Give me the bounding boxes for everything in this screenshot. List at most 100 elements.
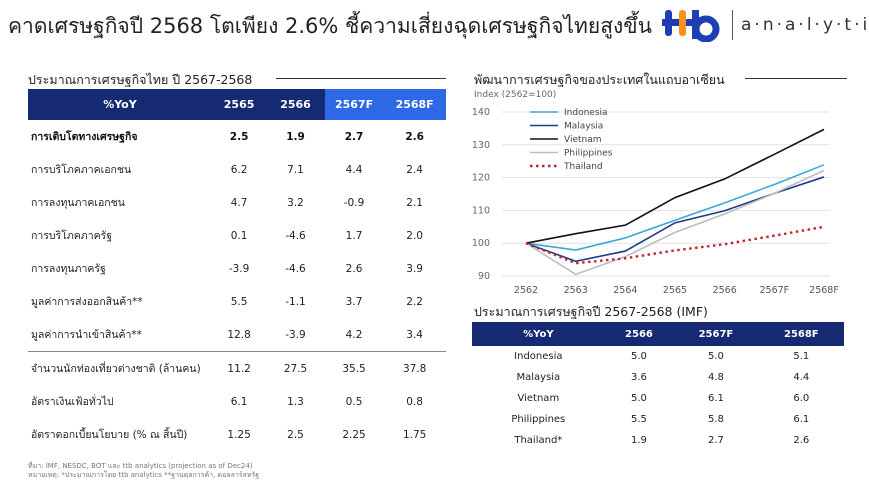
logo-text: a·n·a·l·y·t·i·c·s <box>741 15 869 35</box>
table-row: อัตราเงินเฟ้อทั่วไป 6.1 1.3 0.5 0.8 <box>28 385 446 418</box>
legend-label: Indonesia <box>564 108 608 118</box>
legend-label: Malaysia <box>564 122 603 132</box>
row-value: 6.1 <box>230 395 248 408</box>
row-value: 2.0 <box>406 229 423 242</box>
row-value: 37.8 <box>383 351 446 385</box>
imf-header-2567f: 2567F <box>673 322 759 346</box>
row-label: จำนวนนักท่องเที่ยวต่างชาติ (ล้านคน) <box>28 351 212 385</box>
table-row: อัตราดอกเบี้ยนโยบาย (% ณ สิ้นปี) 1.25 2.5 2… <box>28 418 446 451</box>
footnote-source: ที่มา: IMF, NESDC, BOT และ ttb analytics… <box>28 462 253 470</box>
imf-header-2566: 2566 <box>604 322 674 346</box>
y-tick-label: 110 <box>472 205 490 216</box>
row-label: มูลค่าการส่งออกสินค้า** <box>31 296 143 308</box>
table-row: การลงทุนภาคเอกชน 4.7 3.2 -0.9 2.1 <box>28 186 446 219</box>
y-tick-label: 120 <box>472 173 490 184</box>
table-header-row: %YoY 2565 2566 2567F 2568F <box>28 89 446 120</box>
row-label: การบริโภคภาคเอกชน <box>31 164 132 176</box>
legend-label: Philippines <box>564 149 613 159</box>
row-label: การลงทุนภาคเอกชน <box>31 197 125 209</box>
table-row: มูลค่าการส่งออกสินค้า** 5.5 -1.1 3.7 2.2 <box>28 285 446 318</box>
imf-row-label: Thailand* <box>514 435 563 446</box>
imf-row: Thailand* 1.9 2.7 2.6 <box>472 430 844 451</box>
row-value: 1.7 <box>345 229 363 242</box>
imf-row-value: 5.8 <box>707 414 724 425</box>
series-line-vietnam <box>525 128 825 244</box>
row-value: 5.5 <box>230 295 248 308</box>
row-value: 0.1 <box>230 229 248 242</box>
row-value: 2.7 <box>344 130 364 143</box>
row-value: 4.2 <box>345 328 363 341</box>
row-value: 2.5 <box>287 428 304 441</box>
table-row: มูลค่าการนำเข้าสินค้า** 12.8 -3.9 4.2 3.4 <box>28 318 446 352</box>
row-value: 2.25 <box>342 428 366 441</box>
row-label: การเติบโตทางเศรษฐกิจ <box>31 131 138 143</box>
row-value: 12.8 <box>227 328 251 341</box>
row-value: 27.5 <box>266 351 325 385</box>
header-yoy: %YoY <box>28 89 212 120</box>
title-underline <box>276 78 446 79</box>
row-value: 11.2 <box>211 351 267 385</box>
imf-row: Philippines 5.5 5.8 6.1 <box>472 409 844 430</box>
row-value: 6.2 <box>230 163 248 176</box>
x-tick-label: 2565 <box>663 285 687 296</box>
imf-row-value: 5.1 <box>793 351 810 362</box>
x-tick-label: 2568F <box>809 285 839 296</box>
thai-forecast-title: ประมาณการเศรษฐกิจไทย ปี 2567-2568 <box>28 72 253 87</box>
header-2565: 2565 <box>211 89 267 120</box>
row-value: 0.5 <box>345 395 363 408</box>
x-tick-label: 2562 <box>514 285 538 296</box>
table-row: การบริโภคภาคเอกชน 6.2 7.1 4.4 2.4 <box>28 153 446 186</box>
imf-row-label: Indonesia <box>514 351 563 362</box>
imf-row-value: 2.6 <box>793 435 810 446</box>
x-tick-label: 2563 <box>564 285 588 296</box>
y-tick-label: 100 <box>472 238 490 249</box>
imf-row-value: 4.8 <box>707 372 724 383</box>
imf-row-value: 1.9 <box>631 435 647 446</box>
ttb-logo-icon <box>662 10 720 42</box>
imf-row-value: 6.0 <box>793 393 810 404</box>
row-label: การลงทุนภาครัฐ <box>31 263 106 275</box>
page-title: คาดเศรษฐกิจปี 2568 โตเพียง 2.6% ชี้ความเ… <box>8 14 652 38</box>
chart-title-underline <box>745 78 847 79</box>
row-value: -1.1 <box>285 295 306 308</box>
imf-row-value: 2.7 <box>707 435 724 446</box>
row-value: 4.4 <box>345 163 363 176</box>
y-axis-label: Index (2562=100) <box>474 90 556 100</box>
row-value: 35.5 <box>324 351 384 385</box>
imf-row-label: Philippines <box>511 414 566 425</box>
imf-row-label: Vietnam <box>517 393 560 404</box>
chart-title: พัฒนาการเศรษฐกิจของประเทศในแถบอาเซียน <box>474 72 725 87</box>
row-value: -4.6 <box>285 262 306 275</box>
row-value: 2.4 <box>406 163 423 176</box>
table-row: จำนวนนักท่องเที่ยวต่างชาติ (ล้านคน) 11.2 2… <box>28 351 446 385</box>
asean-index-chart: Index (2562=100) 90 100 110 120 130 140 2562 256… <box>472 90 839 296</box>
imf-row-value: 4.4 <box>793 372 810 383</box>
y-tick-label: 130 <box>472 140 490 151</box>
imf-row-value: 5.5 <box>631 414 647 425</box>
row-value: 3.7 <box>345 295 363 308</box>
imf-forecast-table: %YoY 2566 2567F 2568F Indonesia 5.0 5.0 5.1… <box>472 322 844 451</box>
table-row: การเติบโตทางเศรษฐกิจ 2.5 1.9 2.7 2.6 <box>28 120 446 153</box>
footnote: ที่มา: IMF, NESDC, BOT และ ttb analytics… <box>28 462 259 480</box>
row-label: อัตราเงินเฟ้อทั่วไป <box>31 396 114 408</box>
row-label: มูลค่าการนำเข้าสินค้า** <box>31 329 142 341</box>
row-value: -3.9 <box>285 328 306 341</box>
row-value: 2.6 <box>345 262 363 275</box>
row-value: 2.6 <box>405 130 424 143</box>
imf-row-value: 3.6 <box>631 372 647 383</box>
imf-row-value: 6.1 <box>793 414 810 425</box>
imf-title: ประมาณการเศรษฐกิจปี 2567-2568 (IMF) <box>474 304 708 319</box>
imf-row-value: 5.0 <box>707 351 724 362</box>
footnote-note: หมายเหตุ: *ประมาณการโดย ttb analytics **… <box>28 471 260 479</box>
x-tick-label: 2566 <box>713 285 737 296</box>
row-value: 3.2 <box>287 196 304 209</box>
row-value: -4.6 <box>285 229 306 242</box>
imf-row-value: 5.0 <box>631 393 647 404</box>
imf-header-row: %YoY 2566 2567F 2568F <box>472 322 844 346</box>
row-value: 3.9 <box>406 262 423 275</box>
thai-forecast-table: %YoY 2565 2566 2567F 2568F การเติบโตทางเ… <box>28 89 446 451</box>
y-tick-label: 90 <box>478 271 490 282</box>
header-2568f: 2568F <box>383 89 446 120</box>
row-value: 2.2 <box>406 295 423 308</box>
row-value: 1.75 <box>402 428 427 441</box>
